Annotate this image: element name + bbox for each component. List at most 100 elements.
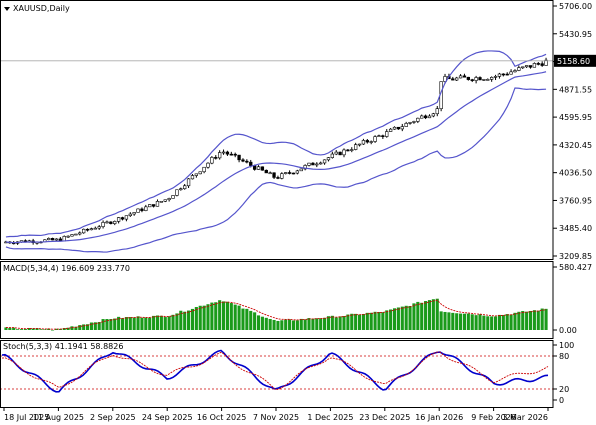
macd-bar — [435, 298, 439, 330]
candle-up — [284, 172, 288, 174]
x-tick-label: 9 Feb 2026 — [471, 413, 516, 422]
macd-bar — [23, 329, 27, 330]
candle-down — [109, 221, 113, 224]
macd-tick-label: 580.427 — [559, 263, 592, 272]
candle-up — [474, 77, 478, 81]
macd-bar — [16, 329, 20, 330]
candle-up — [128, 213, 132, 216]
macd-bar — [525, 311, 529, 330]
candle-up — [404, 123, 408, 127]
macd-bar — [490, 316, 494, 330]
price-panel: XAUUSD,Daily — [0, 4, 553, 253]
macd-bar — [47, 328, 51, 330]
macd-bar — [396, 307, 400, 330]
candle-up — [513, 70, 517, 73]
macd-bar — [513, 312, 517, 330]
macd-bar — [241, 308, 245, 330]
candle-up — [66, 235, 70, 238]
candle-down — [225, 151, 230, 155]
price-tick-label: 3485.40 — [559, 224, 592, 233]
macd-bar — [373, 311, 377, 330]
price-tick-label: 3209.85 — [559, 252, 592, 261]
macd-bar — [521, 311, 525, 330]
macd-bar — [272, 319, 276, 330]
macd-bar — [365, 312, 369, 330]
macd-signal-line — [5, 299, 547, 330]
candle-up — [97, 226, 101, 229]
macd-bar — [194, 307, 198, 330]
macd-bar — [361, 314, 365, 330]
candle-up — [431, 113, 436, 117]
macd-bar — [117, 316, 121, 330]
macd-bar — [66, 327, 70, 330]
stoch-tick-label: 80 — [559, 352, 569, 361]
macd-bar — [420, 302, 424, 330]
candle-up — [171, 195, 175, 199]
candle-up — [334, 151, 338, 155]
candle-up — [74, 233, 78, 236]
candle-up — [186, 178, 191, 187]
macd-bar — [97, 321, 101, 330]
macd-bar — [319, 318, 323, 330]
macd-bar — [544, 308, 548, 330]
macd-bar — [532, 310, 536, 330]
candle-up — [198, 171, 202, 175]
candle-up — [322, 159, 327, 164]
candle-up — [532, 63, 537, 68]
candle-up — [544, 59, 548, 66]
macd-bar — [155, 315, 160, 330]
candle-up — [400, 126, 404, 130]
macd-bar — [459, 313, 463, 330]
macd-bar — [159, 315, 163, 330]
x-tick-label: 23 Dec 2025 — [359, 413, 410, 422]
candle-down — [249, 161, 253, 166]
candle-up — [416, 117, 420, 122]
candle-up — [435, 108, 439, 115]
candle-down — [470, 79, 474, 81]
candle-down — [346, 149, 350, 152]
macd-bar — [260, 316, 264, 330]
macd-bar — [206, 304, 210, 330]
candle-up — [326, 157, 331, 161]
candle-up — [70, 234, 74, 237]
candle-down — [237, 154, 241, 161]
candle-up — [256, 166, 261, 170]
candle-down — [276, 177, 280, 179]
candle-up — [388, 128, 393, 132]
current-price-label: 5158.60 — [557, 57, 590, 66]
macd-bar — [253, 312, 257, 330]
macd-bar — [295, 320, 299, 330]
macd-bar — [43, 329, 47, 330]
macd-bar — [493, 316, 498, 330]
candle-down — [381, 135, 385, 137]
macd-bar — [39, 329, 43, 330]
macd-bar — [517, 311, 521, 330]
candle-up — [412, 121, 416, 123]
stoch-frame — [0, 340, 554, 408]
macd-bar — [416, 301, 420, 330]
macd-bar — [4, 327, 8, 330]
macd-bar — [478, 314, 482, 330]
candle-down — [540, 63, 544, 66]
x-tick-label: 18 Jul 2025 — [4, 413, 49, 422]
candle-up — [124, 215, 129, 220]
candle-down — [478, 77, 482, 81]
stoch-title: Stoch(5,3,3) 41.1941 58.8826 — [3, 342, 123, 351]
candle-up — [350, 149, 354, 151]
candle-up — [190, 175, 195, 180]
stoch-tick-label: 0 — [559, 396, 564, 405]
candle-down — [311, 162, 315, 166]
macd-bar — [346, 314, 350, 330]
macd-bar — [264, 317, 268, 330]
candle-up — [497, 73, 502, 77]
candle-up — [458, 75, 463, 79]
candle-up — [54, 238, 59, 241]
macd-bar — [202, 305, 206, 330]
macd-bar — [163, 317, 167, 330]
macd-bar — [214, 302, 218, 330]
macd-bar — [128, 317, 132, 330]
candle-down — [229, 153, 233, 156]
macd-bar — [152, 315, 156, 330]
candle-up — [116, 217, 121, 222]
